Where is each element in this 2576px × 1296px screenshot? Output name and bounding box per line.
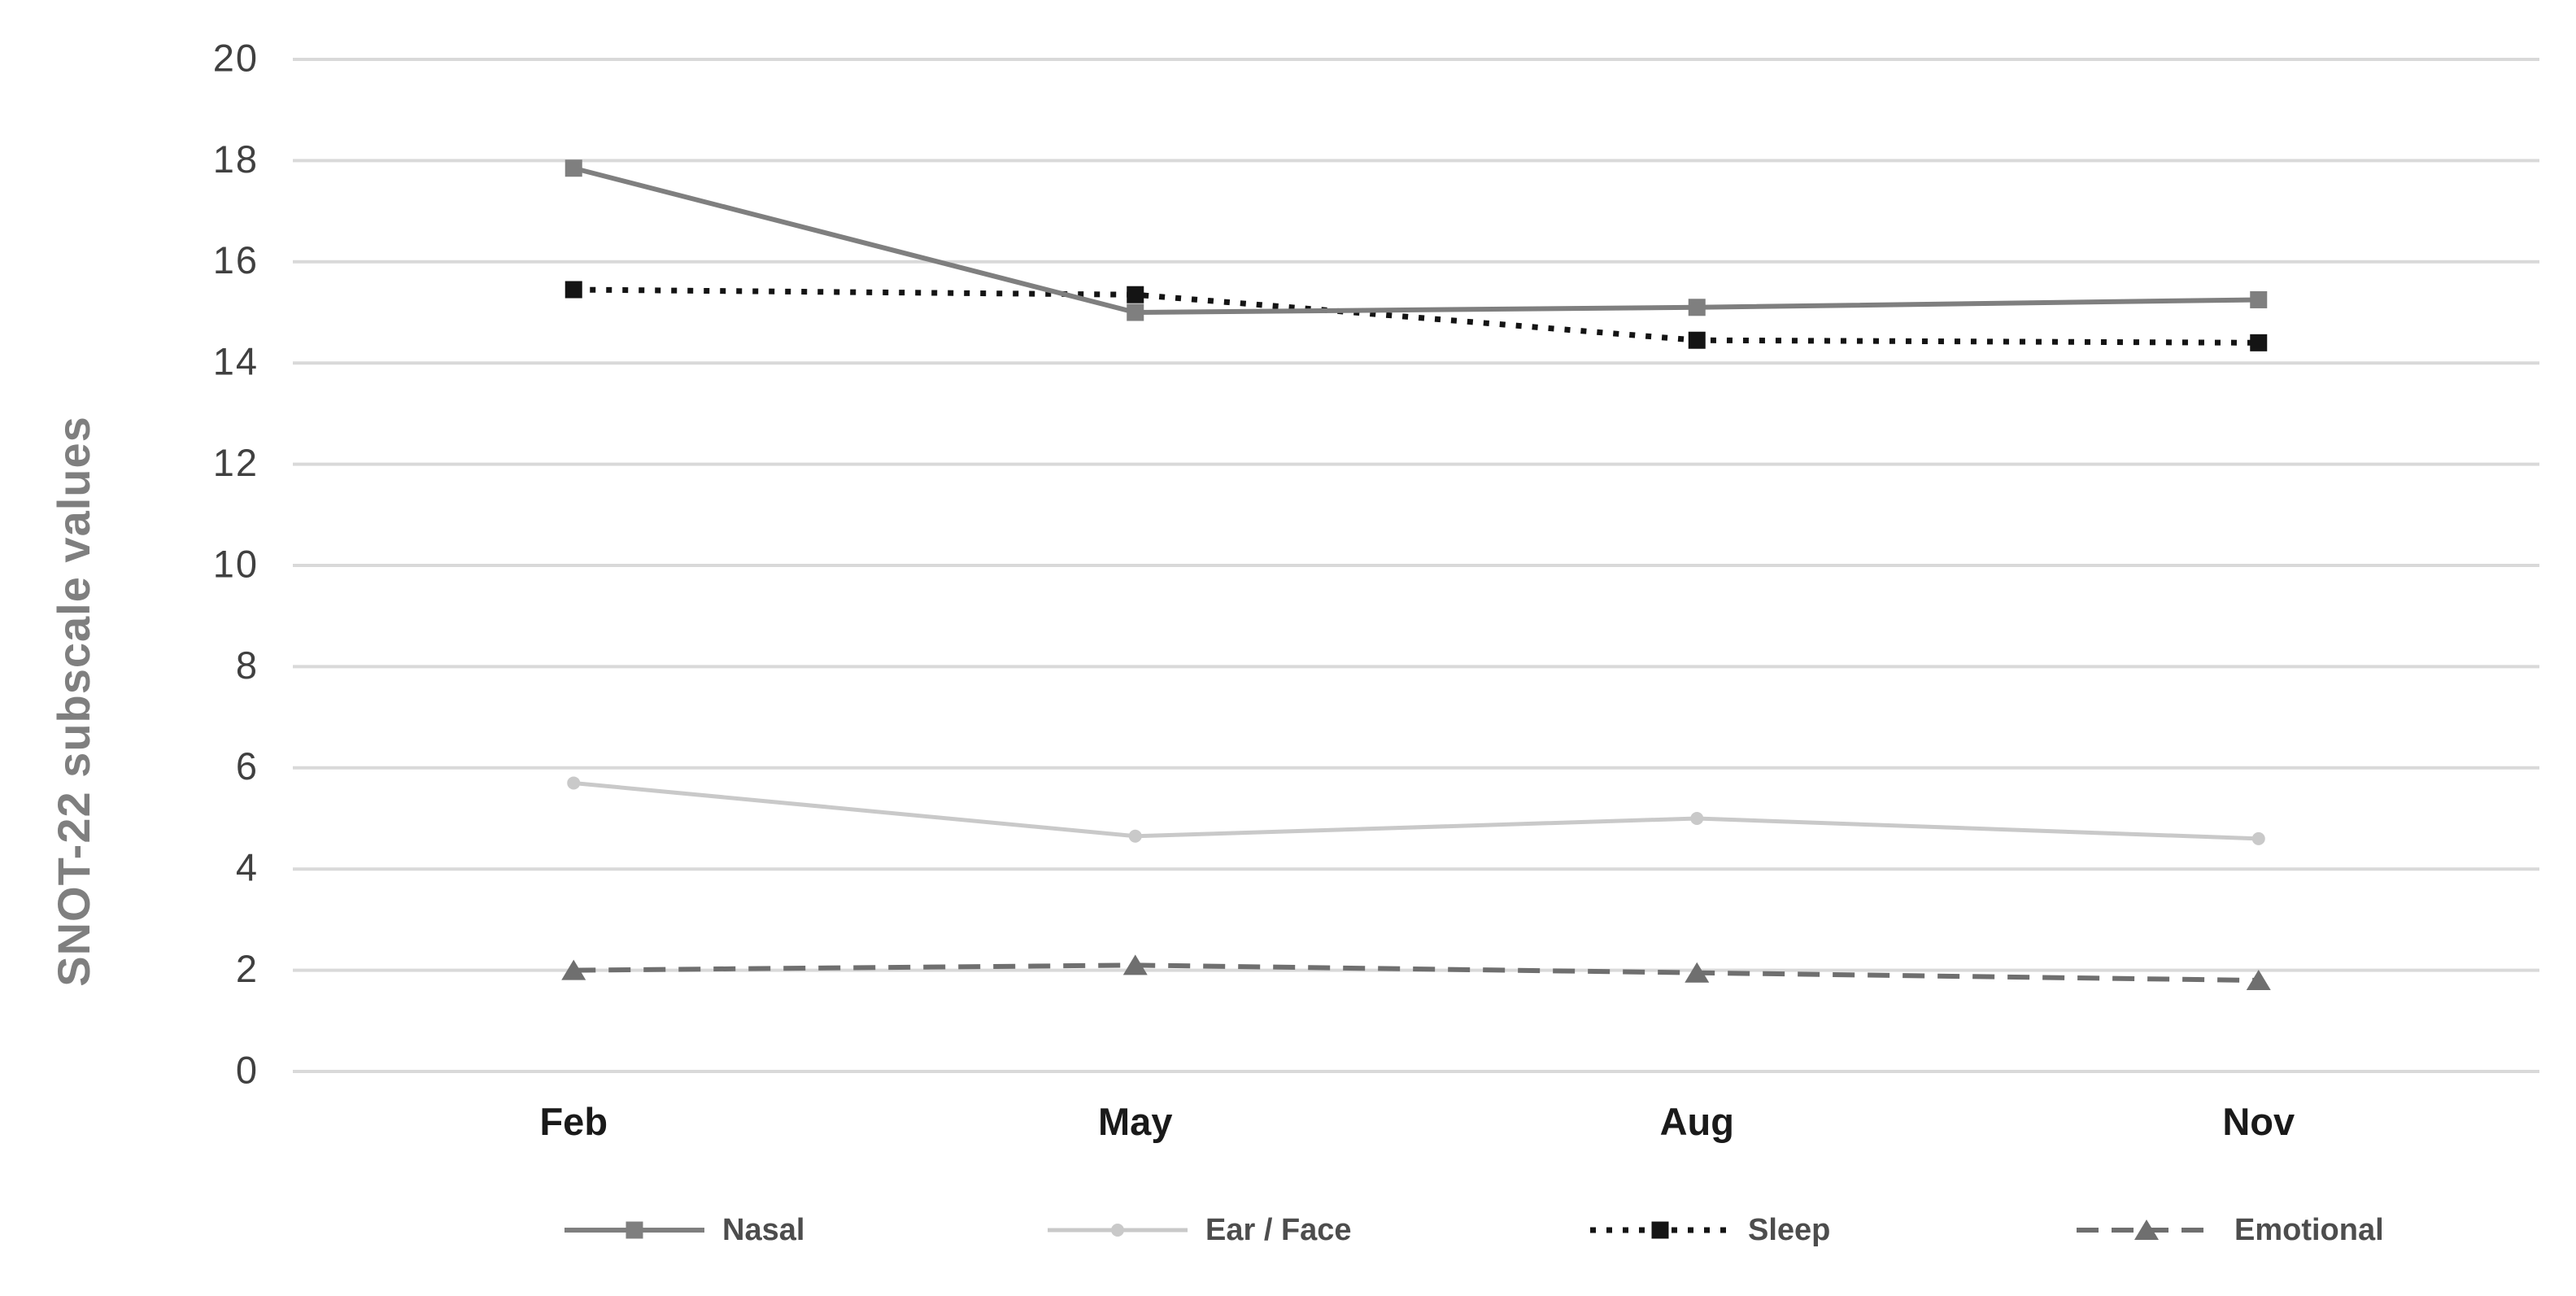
data-point-marker — [564, 159, 582, 177]
legend-label: Sleep — [1748, 1213, 1830, 1247]
legend-item-sleep: Sleep — [1590, 1213, 1830, 1247]
y-tick-label: 2 — [236, 947, 259, 990]
y-tick-label: 12 — [213, 441, 259, 484]
data-point-marker — [1690, 812, 1704, 825]
legend-label: Ear / Face — [1205, 1213, 1352, 1247]
series-line — [573, 165, 2259, 316]
series-ear-face — [567, 776, 2265, 845]
series-nasal — [564, 159, 2268, 321]
legend-label: Emotional — [2234, 1213, 2384, 1247]
gridlines — [293, 58, 2539, 1073]
x-tick-label: Nov — [2222, 1100, 2295, 1143]
data-point-marker — [1127, 303, 1144, 321]
legend-item-ear-face: Ear / Face — [1048, 1213, 1352, 1247]
data-point-marker — [1111, 1224, 1124, 1237]
y-tick-label: 14 — [213, 340, 259, 383]
y-tick-label: 10 — [213, 542, 259, 585]
y-tick-label: 18 — [213, 137, 259, 181]
legend-label: Nasal — [722, 1213, 804, 1247]
data-point-marker — [2251, 831, 2265, 845]
data-point-marker — [1128, 829, 1142, 843]
legend-item-emotional: Emotional — [2077, 1213, 2384, 1247]
x-tick-label: Aug — [1660, 1100, 1734, 1143]
series-emotional — [561, 954, 2271, 991]
data-point-marker — [625, 1221, 643, 1239]
y-tick-label: 6 — [236, 744, 259, 788]
data-point-marker — [561, 959, 586, 980]
data-point-marker — [1688, 299, 1706, 316]
data-point-marker — [1685, 962, 1710, 983]
y-tick-label: 0 — [236, 1048, 259, 1091]
series-line — [573, 286, 2259, 346]
y-tick-label: 4 — [236, 846, 259, 889]
x-tick-label: May — [1098, 1100, 1172, 1143]
data-point-marker — [1122, 954, 1148, 975]
data-point-marker — [2250, 334, 2268, 351]
series-line — [573, 780, 2259, 841]
y-tick-label: 8 — [236, 644, 259, 687]
series-line — [573, 962, 2259, 984]
data-point-marker — [1651, 1221, 1669, 1239]
series-sleep — [564, 281, 2268, 351]
y-tick-label: 20 — [213, 36, 259, 79]
x-tick-label: Feb — [539, 1100, 608, 1143]
data-point-marker — [567, 776, 581, 790]
data-point-marker — [2250, 290, 2268, 308]
data-point-marker — [2246, 970, 2271, 991]
data-point-marker — [1688, 331, 1706, 349]
legend-item-nasal: Nasal — [564, 1213, 804, 1247]
data-point-marker — [1127, 286, 1144, 303]
data-point-marker — [2134, 1220, 2159, 1240]
data-point-marker — [564, 281, 582, 299]
y-tick-label: 16 — [213, 238, 259, 281]
